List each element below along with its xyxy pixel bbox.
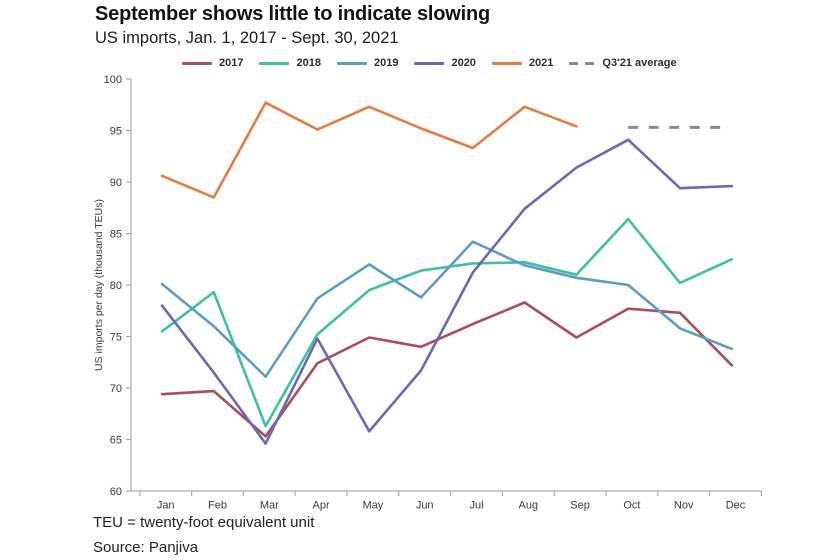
chart-title: September shows little to indicate slowi… — [95, 3, 490, 25]
y-tick-label: 80 — [110, 280, 122, 292]
legend-line-swatch — [491, 61, 522, 65]
legend-line-swatch — [259, 61, 290, 65]
legend-label: 2017 — [219, 57, 244, 69]
x-tick-label: Sep — [570, 500, 590, 512]
legend-line-swatch — [336, 61, 367, 65]
legend-label: 2020 — [451, 57, 476, 69]
x-tick-label: Apr — [313, 500, 330, 512]
footnote-teu: TEU = twenty-foot equivalent unit — [93, 514, 315, 531]
series-line-2020 — [160, 138, 734, 445]
legend-item-2020: 2020 — [414, 57, 476, 69]
x-tick-label: Feb — [208, 500, 227, 512]
legend-dashed-swatch — [569, 61, 596, 65]
x-tick-label: Nov — [674, 500, 694, 512]
legend: 2017 2018 2019 2020 2021 Q3'21 average — [182, 57, 677, 69]
y-tick-label: 75 — [110, 331, 122, 343]
x-tick-label: Aug — [519, 500, 539, 512]
series-line-2019 — [160, 240, 734, 379]
legend-label: 2021 — [528, 57, 554, 69]
x-tick-label: Jul — [469, 500, 483, 512]
legend-item-2021: 2021 — [491, 57, 554, 69]
legend-item-2018: 2018 — [259, 57, 321, 69]
x-tick-label: Jan — [157, 500, 175, 512]
legend-item-q3-21-average: Q3'21 average — [569, 57, 677, 69]
x-tick-label: Oct — [623, 500, 640, 512]
y-tick-label: 100 — [104, 74, 122, 86]
legend-label: 2018 — [296, 57, 321, 69]
legend-line-swatch — [414, 61, 445, 65]
x-tick-label: Mar — [260, 500, 279, 512]
y-tick-label: 65 — [110, 434, 122, 446]
y-tick-label: 70 — [110, 383, 122, 395]
source-credit: Source: Panjiva — [93, 539, 199, 556]
axes: 60 65 70 75 80 85 90 95 100 Jan Feb Mar Apr May Jun Jul… — [104, 74, 763, 512]
legend-label: 2019 — [373, 57, 399, 69]
y-tick-label: 85 — [110, 228, 122, 240]
series-line-2018 — [160, 217, 734, 428]
series-line-2021 — [160, 101, 578, 199]
series-line-2017 — [160, 301, 734, 438]
legend-label: Q3'21 average — [602, 57, 677, 69]
y-tick-label: 60 — [110, 486, 122, 498]
y-tick-label: 90 — [110, 177, 122, 189]
y-tick-label: 95 — [110, 125, 122, 137]
x-tick-label: Dec — [726, 500, 746, 512]
x-tick-label: Jun — [416, 500, 434, 512]
chart-subtitle: US imports, Jan. 1, 2017 - Sept. 30, 202… — [95, 29, 399, 47]
legend-item-2019: 2019 — [336, 57, 399, 69]
x-tick-label: May — [363, 500, 384, 512]
legend-item-2017: 2017 — [182, 57, 243, 69]
legend-line-swatch — [182, 61, 212, 65]
